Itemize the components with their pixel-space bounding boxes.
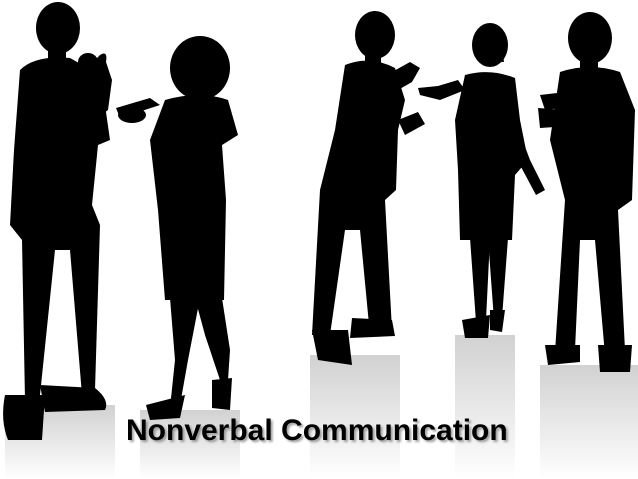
woman-curly-hair-silhouette bbox=[116, 36, 238, 420]
woman-in-dress-silhouette bbox=[418, 23, 545, 338]
man-arms-crossed-silhouette bbox=[538, 12, 635, 372]
man-thinking-silhouette bbox=[3, 2, 112, 440]
man-gesturing-silhouette bbox=[312, 11, 425, 365]
slide-title: Nonverbal Communication bbox=[126, 414, 508, 447]
floor-reflections bbox=[5, 335, 638, 479]
